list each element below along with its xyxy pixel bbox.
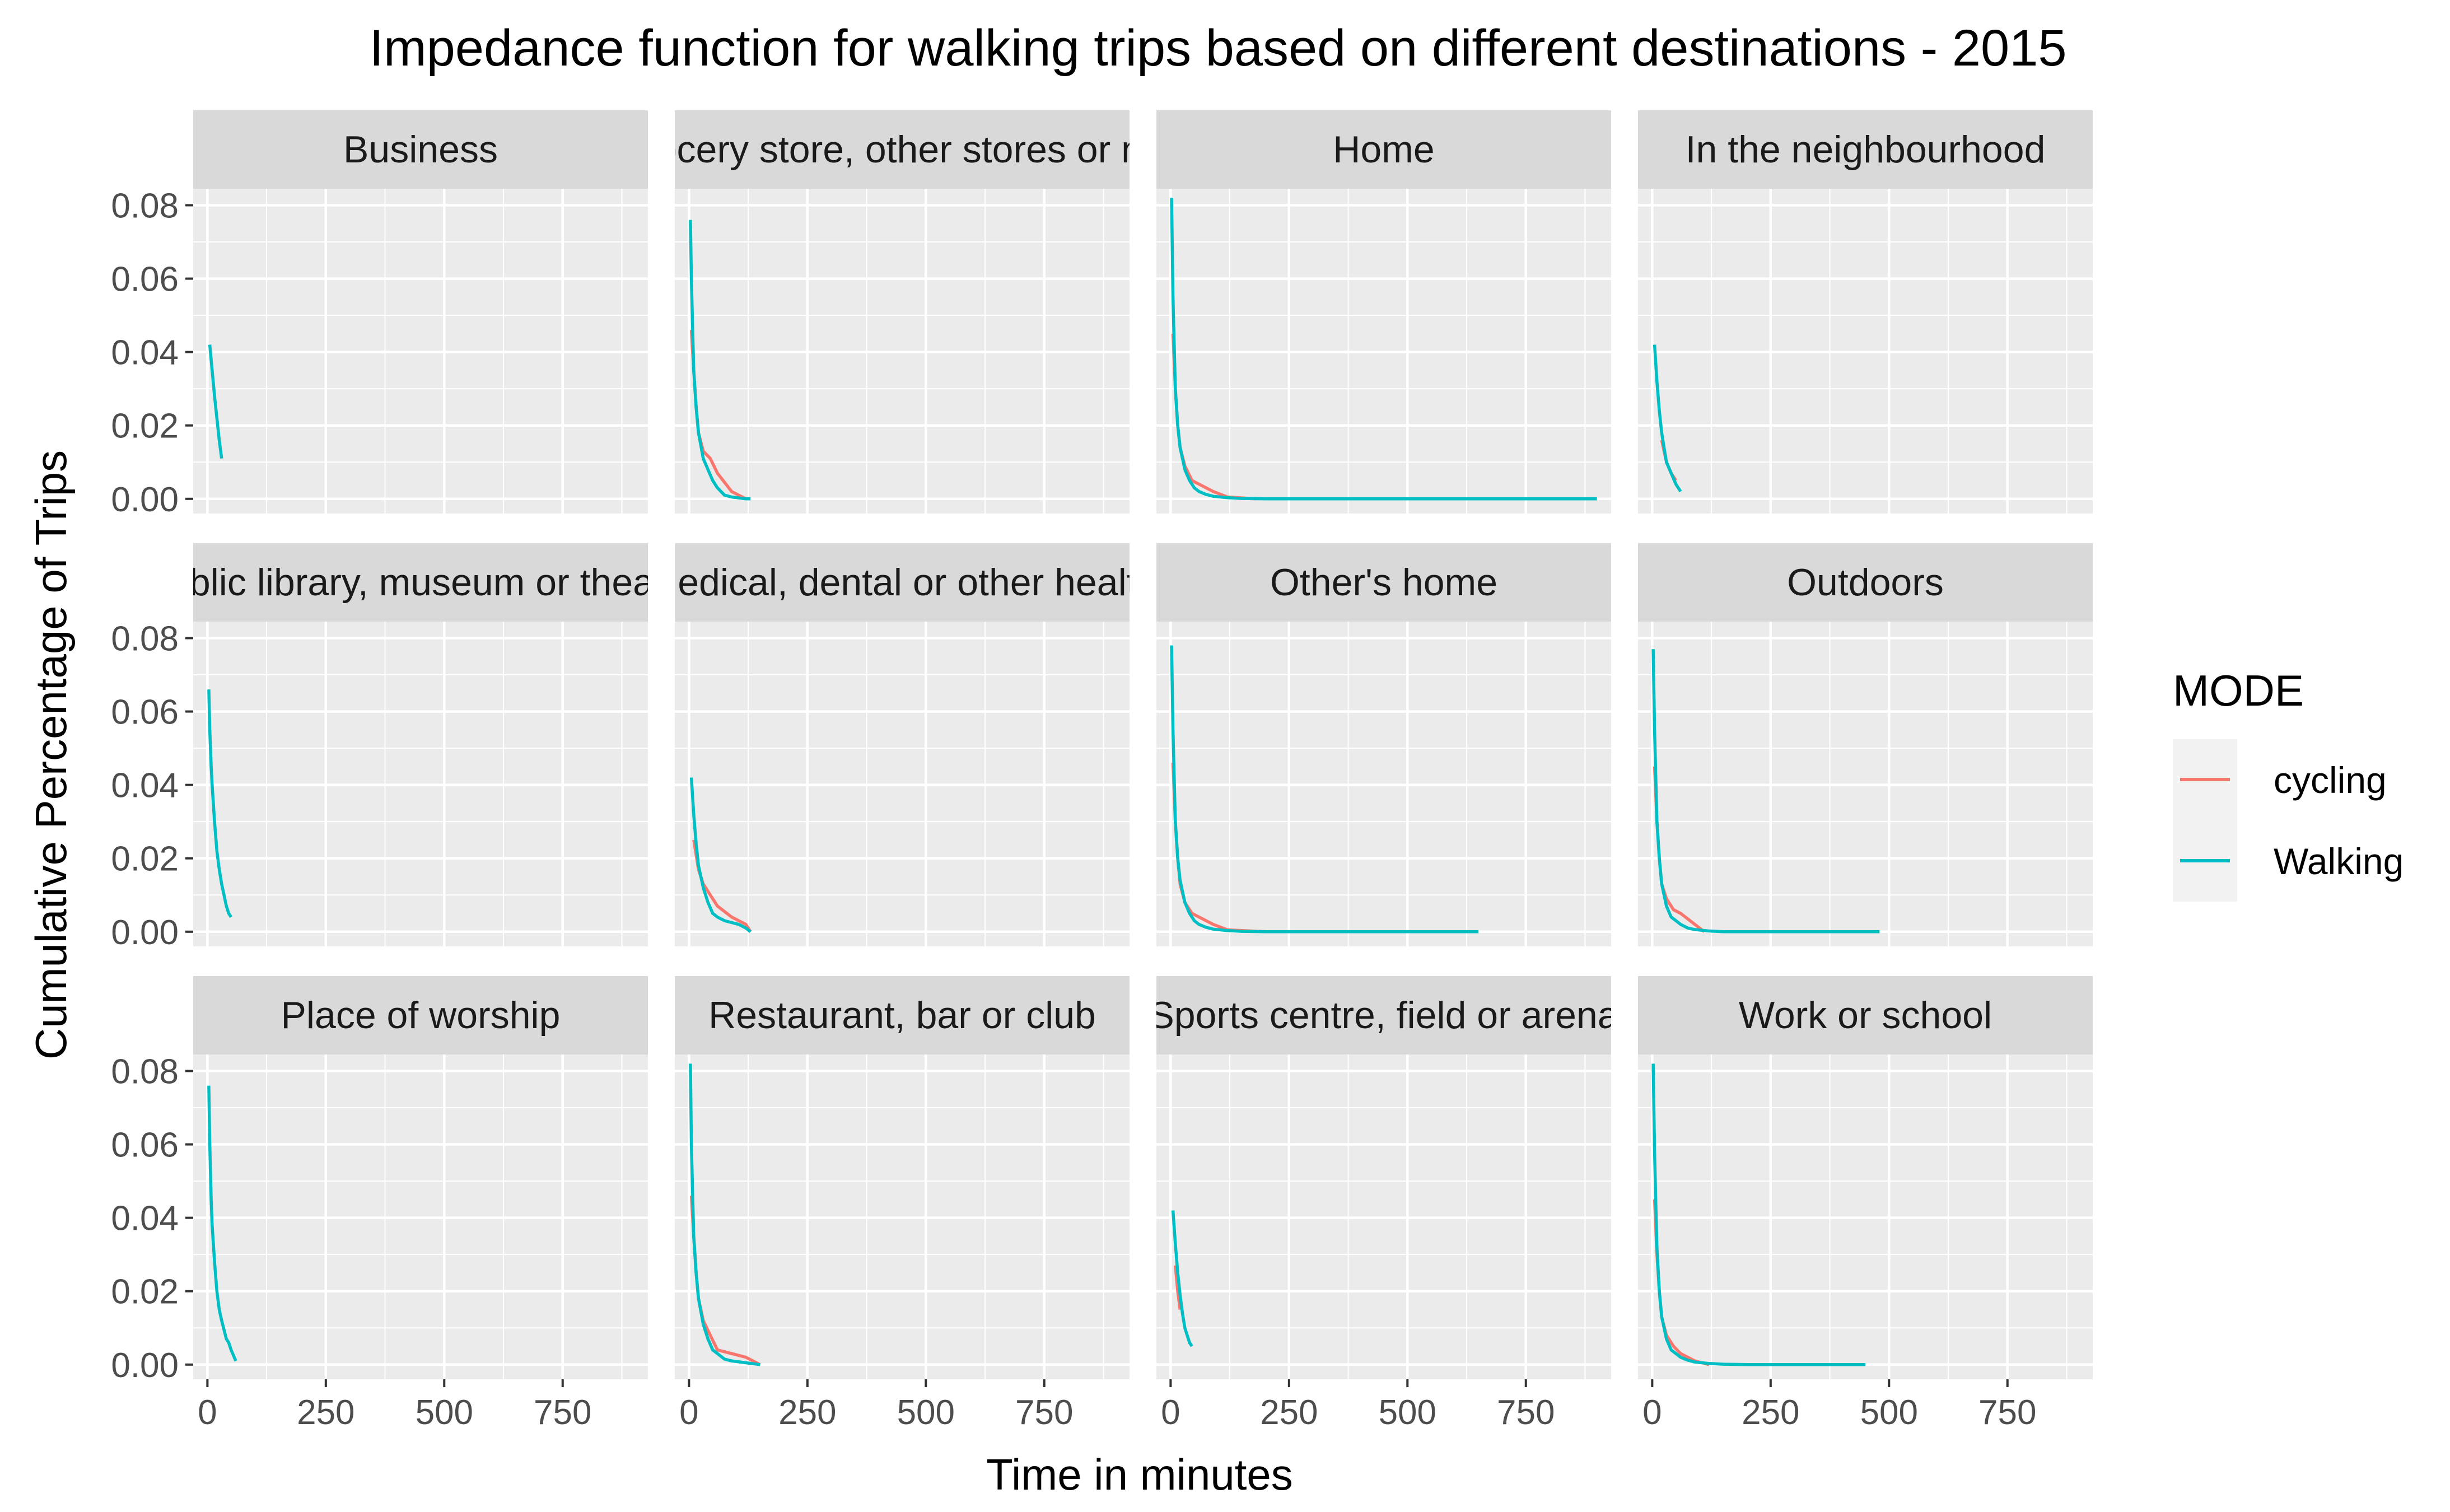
y-tick-label: 0.04 [111,1200,179,1238]
strip-outdoors [1638,543,2093,622]
series-line-walking-business [208,344,223,459]
y-tick-label: 0.08 [111,1052,179,1091]
strip-label-work-or-school: Work or school [1739,994,1992,1037]
strip-label-sports-centre-field-or-arena: Sports centre, field or arena [1149,994,1618,1037]
x-tick-label: 500 [1860,1393,1918,1432]
strip-label-other-s-home: Other's home [1270,561,1497,604]
strip-grocery-store-other-stores-or-mall [675,110,1130,189]
panel-business: Business [193,110,648,514]
x-tick-label: 0 [198,1393,217,1432]
legend-title: MODE [2173,666,2304,715]
panel-work-or-school: Work or school [1638,976,2093,1379]
facet-panels: Business Grocery store, other stores or m… [143,110,2093,1379]
y-tick-label: 0.06 [111,260,179,299]
series-line-walking-in-the-neighbourhood [1653,344,1682,493]
y-tick-label: 0.06 [111,1126,179,1165]
strip-public-library-museum-or-theatre [193,543,648,622]
series-line-walking-public-library-museum-or-theatre [207,689,233,918]
strip-other-s-home [1156,543,1611,622]
y-tick-label: 0.02 [111,1273,179,1312]
x-tick-label: 500 [1379,1393,1436,1432]
x-tick-label: 0 [1642,1393,1662,1432]
y-tick-label: 0.04 [111,334,179,372]
panel-home: Home [1156,110,1611,514]
strip-restaurant-bar-or-club [675,976,1130,1054]
series-line-walking-medical-dental-or-other-health [689,777,752,933]
y-tick-label: 0.08 [111,186,179,225]
series-line-walking-outdoors [1651,649,1880,934]
x-tick-label: 0 [1161,1393,1180,1432]
series-line-walking-place-of-worship [207,1085,237,1362]
strip-label-grocery-store-other-stores-or-mall: Grocery store, other stores or mall [613,128,1191,171]
panel-grocery-store-other-stores-or-mall: Grocery store, other stores or mall [613,110,1191,514]
axes-layer: 0.00 0.02 0.04 0.06 0.08 0.00 0.02 0.04 0.06 0.08… [111,186,2036,1432]
strip-home [1156,110,1611,189]
panel-in-the-neighbourhood: In the neighbourhood [1638,110,2093,514]
x-axis-label: Time in minutes [986,1450,1293,1499]
series-line-walking-work-or-school [1651,1063,1865,1366]
x-tick-label: 250 [778,1393,836,1432]
panel-restaurant-bar-or-club: Restaurant, bar or club [675,976,1130,1379]
legend-key-background [2173,739,2237,902]
x-tick-label: 750 [534,1393,591,1432]
y-tick-label: 0.00 [111,480,179,519]
x-tick-label: 500 [416,1393,473,1432]
x-tick-label: 250 [1742,1393,1799,1432]
strip-label-public-library-museum-or-theatre: Public library, museum or theatre [143,561,699,604]
legend: MODE cycling Walking [2173,666,2404,902]
y-tick-label: 0.02 [111,840,179,879]
y-tick-label: 0.00 [111,913,179,952]
x-tick-label: 750 [1497,1393,1555,1432]
series-line-walking-restaurant-bar-or-club [689,1063,760,1366]
y-tick-label: 0.08 [111,619,179,658]
legend-label-cycling: cycling [2274,759,2387,801]
panel-sports-centre-field-or-arena: Sports centre, field or arena [1149,976,1618,1379]
panel-place-of-worship: Place of worship [193,976,648,1379]
series-line-walking-other-s-home [1170,645,1479,934]
x-tick-label: 750 [1015,1393,1073,1432]
x-tick-label: 750 [1978,1393,2036,1432]
strip-label-restaurant-bar-or-club: Restaurant, bar or club [708,994,1096,1037]
y-tick-label: 0.06 [111,693,179,732]
panel-medical-dental-or-other-health: Medical, dental or other health [646,543,1159,946]
legend-label-walking: Walking [2274,841,2404,882]
strip-label-home: Home [1333,128,1434,171]
strip-in-the-neighbourhood [1638,110,2093,189]
y-tick-label: 0.04 [111,767,179,805]
y-axis-label: Cumulative Percentage of Trips [26,450,76,1060]
series-line-walking-home [1170,198,1597,501]
strip-label-business: Business [343,128,498,171]
panel-outdoors: Outdoors [1638,543,2093,946]
panel-public-library-museum-or-theatre: Public library, museum or theatre [143,543,699,946]
series-line-walking-sports-centre-field-or-arena [1171,1210,1193,1347]
y-tick-label: 0.00 [111,1346,179,1385]
series-line-walking-grocery-store-other-stores-or-mall [689,220,751,501]
x-tick-label: 250 [1260,1393,1318,1432]
strip-place-of-worship [193,976,648,1054]
y-tick-label: 0.02 [111,407,179,446]
strip-sports-centre-field-or-arena [1156,976,1611,1054]
strip-label-place-of-worship: Place of worship [281,994,561,1037]
strip-work-or-school [1638,976,2093,1054]
x-tick-label: 500 [897,1393,955,1432]
strip-medical-dental-or-other-health [675,543,1130,622]
strip-business [193,110,648,189]
chart-title: Impedance function for walking trips bas… [369,20,2066,77]
strip-label-in-the-neighbourhood: In the neighbourhood [1686,128,2046,171]
strip-label-medical-dental-or-other-health: Medical, dental or other health [646,561,1159,604]
series-line-cycling-sports-centre-field-or-arena [1174,1265,1182,1310]
strip-label-outdoors: Outdoors [1787,561,1944,604]
x-tick-label: 0 [679,1393,698,1432]
x-tick-label: 250 [297,1393,354,1432]
panel-other-s-home: Other's home [1156,543,1611,946]
